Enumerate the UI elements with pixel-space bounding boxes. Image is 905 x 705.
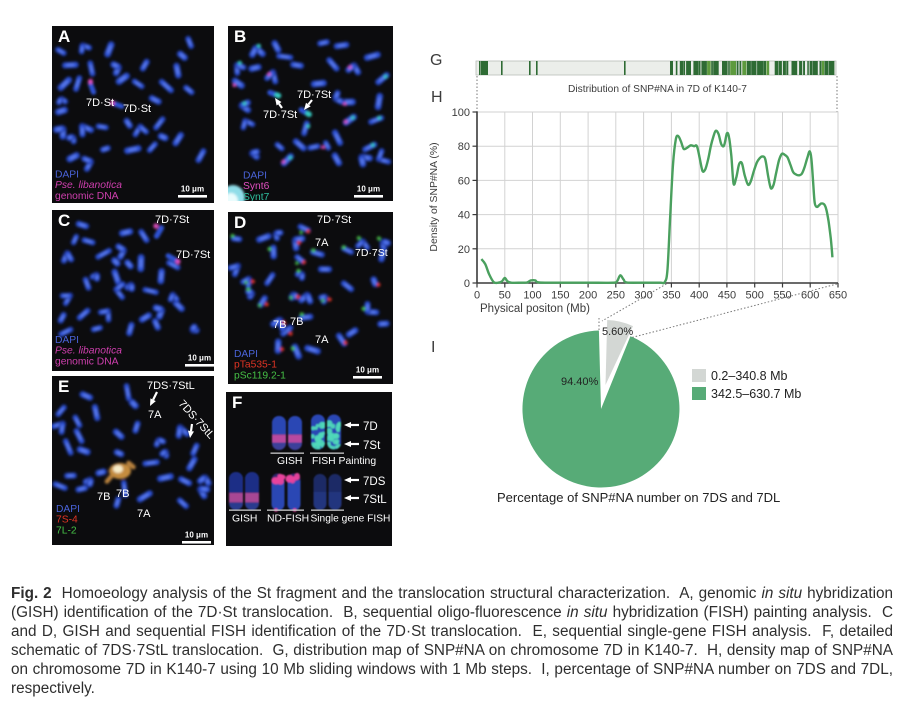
svg-text:Distribution of SNP#NA in 7D o: Distribution of SNP#NA in 7D of K140-7 — [568, 84, 747, 95]
svg-text:7S-4: 7S-4 — [56, 515, 78, 526]
svg-text:7D: 7D — [363, 421, 378, 433]
svg-text:7D·St: 7D·St — [123, 103, 151, 115]
svg-text:E: E — [58, 377, 69, 396]
svg-text:genomic DNA: genomic DNA — [55, 191, 119, 202]
svg-text:Pse. libanotica: Pse. libanotica — [55, 346, 122, 357]
svg-text:7D·St: 7D·St — [86, 97, 114, 109]
svg-text:7B: 7B — [273, 319, 286, 331]
svg-text:7D·7St: 7D·7St — [176, 249, 210, 261]
svg-text:350: 350 — [662, 290, 680, 302]
svg-text:7D·7St: 7D·7St — [355, 247, 388, 259]
svg-text:C: C — [58, 211, 70, 230]
svg-text:20: 20 — [458, 244, 470, 256]
svg-text:7D·7St: 7D·7St — [263, 109, 297, 121]
svg-text:300: 300 — [634, 290, 652, 302]
svg-text:80: 80 — [458, 141, 470, 153]
svg-text:10 μm: 10 μm — [188, 354, 211, 363]
svg-text:10 μm: 10 μm — [356, 366, 379, 375]
svg-text:200: 200 — [579, 290, 597, 302]
svg-text:G: G — [430, 52, 442, 69]
svg-text:ND-FISH: ND-FISH — [267, 514, 309, 525]
svg-text:Synt6: Synt6 — [243, 181, 270, 192]
svg-text:pTa535-1: pTa535-1 — [234, 360, 277, 371]
svg-text:0: 0 — [464, 278, 470, 290]
svg-text:DAPI: DAPI — [55, 335, 79, 346]
svg-text:500: 500 — [746, 290, 764, 302]
svg-text:B: B — [234, 27, 246, 46]
svg-text:5.60%: 5.60% — [602, 326, 633, 338]
svg-text:7D·7St: 7D·7St — [317, 214, 351, 226]
svg-text:7B: 7B — [290, 316, 303, 328]
svg-text:I: I — [431, 339, 435, 356]
svg-text:GISH: GISH — [277, 456, 302, 467]
svg-text:10 μm: 10 μm — [185, 531, 208, 540]
svg-text:D: D — [234, 213, 246, 232]
svg-text:10 μm: 10 μm — [181, 185, 204, 194]
svg-text:GISH: GISH — [232, 514, 257, 525]
svg-text:7StL: 7StL — [363, 494, 387, 506]
svg-text:H: H — [431, 89, 443, 106]
svg-text:0: 0 — [474, 290, 480, 302]
svg-text:450: 450 — [718, 290, 736, 302]
svg-text:F: F — [232, 393, 242, 412]
svg-text:100: 100 — [523, 290, 541, 302]
svg-text:pSc119.2-1: pSc119.2-1 — [234, 370, 286, 381]
svg-text:7DS·7StL: 7DS·7StL — [147, 380, 195, 392]
svg-text:FISH Painting: FISH Painting — [312, 456, 376, 467]
svg-text:7DS: 7DS — [363, 476, 386, 488]
svg-text:7D·7St: 7D·7St — [155, 214, 189, 226]
svg-text:7A: 7A — [137, 508, 151, 520]
svg-text:DAPI: DAPI — [243, 171, 267, 182]
svg-text:7A: 7A — [315, 334, 329, 346]
svg-text:7L-2: 7L-2 — [56, 525, 77, 536]
svg-text:0.2–340.8 Mb: 0.2–340.8 Mb — [711, 369, 787, 383]
svg-text:7D·7St: 7D·7St — [297, 89, 331, 101]
svg-text:Density of SNP#NA (%): Density of SNP#NA (%) — [429, 142, 440, 251]
svg-text:Pse. libanotica: Pse. libanotica — [55, 180, 122, 191]
svg-text:100: 100 — [452, 107, 470, 119]
svg-text:10 μm: 10 μm — [357, 185, 380, 194]
svg-text:650: 650 — [829, 290, 847, 302]
svg-text:7A: 7A — [315, 237, 329, 249]
svg-text:250: 250 — [607, 290, 625, 302]
svg-text:50: 50 — [499, 290, 511, 302]
svg-text:150: 150 — [551, 290, 569, 302]
svg-text:DAPI: DAPI — [55, 170, 79, 181]
svg-text:DAPI: DAPI — [56, 504, 80, 515]
svg-text:400: 400 — [690, 290, 708, 302]
svg-text:A: A — [58, 27, 70, 46]
svg-text:40: 40 — [458, 210, 470, 222]
svg-text:342.5–630.7 Mb: 342.5–630.7 Mb — [711, 387, 801, 401]
svg-text:DAPI: DAPI — [234, 349, 258, 360]
svg-text:60: 60 — [458, 175, 470, 187]
svg-text:Single gene FISH: Single gene FISH — [311, 514, 391, 525]
svg-text:7A: 7A — [148, 409, 162, 421]
svg-text:7B: 7B — [116, 488, 129, 500]
svg-text:7B: 7B — [97, 491, 110, 503]
svg-text:550: 550 — [773, 290, 791, 302]
svg-text:Physical positon (Mb): Physical positon (Mb) — [480, 303, 590, 315]
svg-text:94.40%: 94.40% — [561, 376, 599, 388]
svg-text:Percentage of SNP#NA number on: Percentage of SNP#NA number on 7DS and 7… — [497, 490, 780, 505]
svg-text:600: 600 — [801, 290, 819, 302]
svg-text:genomic DNA: genomic DNA — [55, 356, 119, 367]
svg-text:Synt7: Synt7 — [243, 192, 270, 201]
svg-text:7St: 7St — [363, 440, 381, 452]
